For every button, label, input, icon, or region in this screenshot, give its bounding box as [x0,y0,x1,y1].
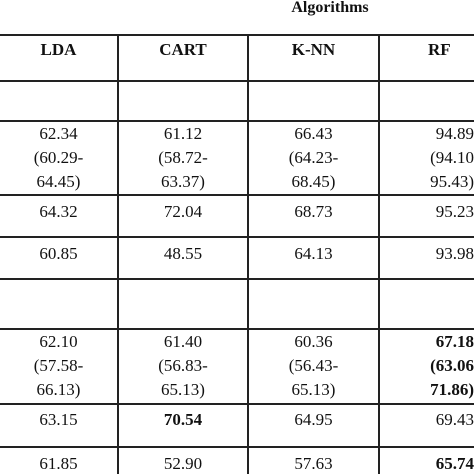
table-cell: 61.12 (58.72- 63.37) [119,122,247,194]
column-header: K-NN [291,40,336,59]
table-cell: 70.54 [119,408,247,432]
table-cell: 60.85 [0,242,117,266]
table-cell: 62.34 (60.29- 64.45) [0,122,117,194]
table-cell: 69.43 [380,408,474,432]
cell-line: (57.58- [33,356,84,375]
rule [0,194,474,196]
cell-line: 65.74 [435,454,474,473]
table-cell: 94.89 (94.10 95.43) [380,122,474,194]
cell-line: 68.45) [291,172,336,191]
cell-line: (56.43- [288,356,339,375]
rule [0,278,474,280]
group-heading: Algorithms [291,0,369,16]
table-cell: 65.74 [380,452,474,476]
cell-line: 61.85 [39,454,78,473]
table-cell: 72.04 [119,200,247,224]
cell-line: 60.85 [39,244,78,263]
cell-line: 95.23 [435,202,474,221]
cell-line: 64.45) [36,172,81,191]
cell-line: 61.40 [163,332,203,351]
table-cell: 48.55 [119,242,247,266]
table-cell: 57.63 [249,452,378,476]
rule [0,34,474,36]
table-cell: 62.10 (57.58- 66.13) [0,330,117,402]
cell-line: (63.06 [430,356,474,375]
table-cell: 63.15 [0,408,117,432]
cell-line: 93.98 [435,244,474,263]
cell-line: 65.13) [161,380,205,399]
cell-line: 66.13) [36,380,81,399]
cell-line: 63.15 [39,410,78,429]
cell-line: 70.54 [163,410,203,429]
rule [0,403,474,405]
rule [378,35,380,474]
cell-line: 66.43 [294,124,333,143]
cell-line: (64.23- [288,148,339,167]
table-cell: 64.95 [249,408,378,432]
cell-line: 52.90 [163,454,203,473]
table-cell: 64.13 [249,242,378,266]
table-cell: 68.73 [249,200,378,224]
cell-line: 94.89 [435,124,474,143]
cell-line: 69.43 [435,410,474,429]
table-cell: 64.32 [0,200,117,224]
cell-line: 63.37) [161,172,205,191]
cell-line: 67.18 [435,332,474,351]
cell-line: (94.10 [430,148,474,167]
table-cell: 52.90 [119,452,247,476]
column-header: RF [428,40,451,59]
rule [0,236,474,238]
table-cell: 95.23 [380,200,474,224]
table-cell: 93.98 [380,242,474,266]
table-cell: 61.40 (56.83- 65.13) [119,330,247,402]
table-cell: 61.85 [0,452,117,476]
cell-line: (60.29- [33,148,84,167]
cell-line: 68.73 [294,202,333,221]
rule [0,80,474,82]
cell-line: 61.12 [163,124,203,143]
column-header: LDA [40,40,77,59]
rule [247,35,249,474]
rule [0,120,474,122]
rule [0,328,474,330]
cell-line: 71.86) [430,380,474,399]
cell-line: 95.43) [430,172,474,191]
cell-line: (58.72- [158,148,208,167]
table-cell: 66.43 (64.23- 68.45) [249,122,378,194]
cell-line: 57.63 [294,454,333,473]
column-header: CART [159,40,207,59]
rule [0,446,474,448]
cell-line: 72.04 [163,202,203,221]
cell-line: 65.13) [291,380,336,399]
cell-line: 62.10 [39,332,78,351]
cell-line: 48.55 [163,244,203,263]
table-cell: 60.36 (56.43- 65.13) [249,330,378,402]
cell-line: 64.95 [294,410,333,429]
cell-line: 62.34 [39,124,78,143]
cell-line: 64.13 [294,244,333,263]
cell-line: 64.32 [39,202,78,221]
cell-line: (56.83- [158,356,208,375]
table-cell: 67.18 (63.06 71.86) [380,330,474,402]
cell-line: 60.36 [294,332,333,351]
rule [117,35,119,474]
